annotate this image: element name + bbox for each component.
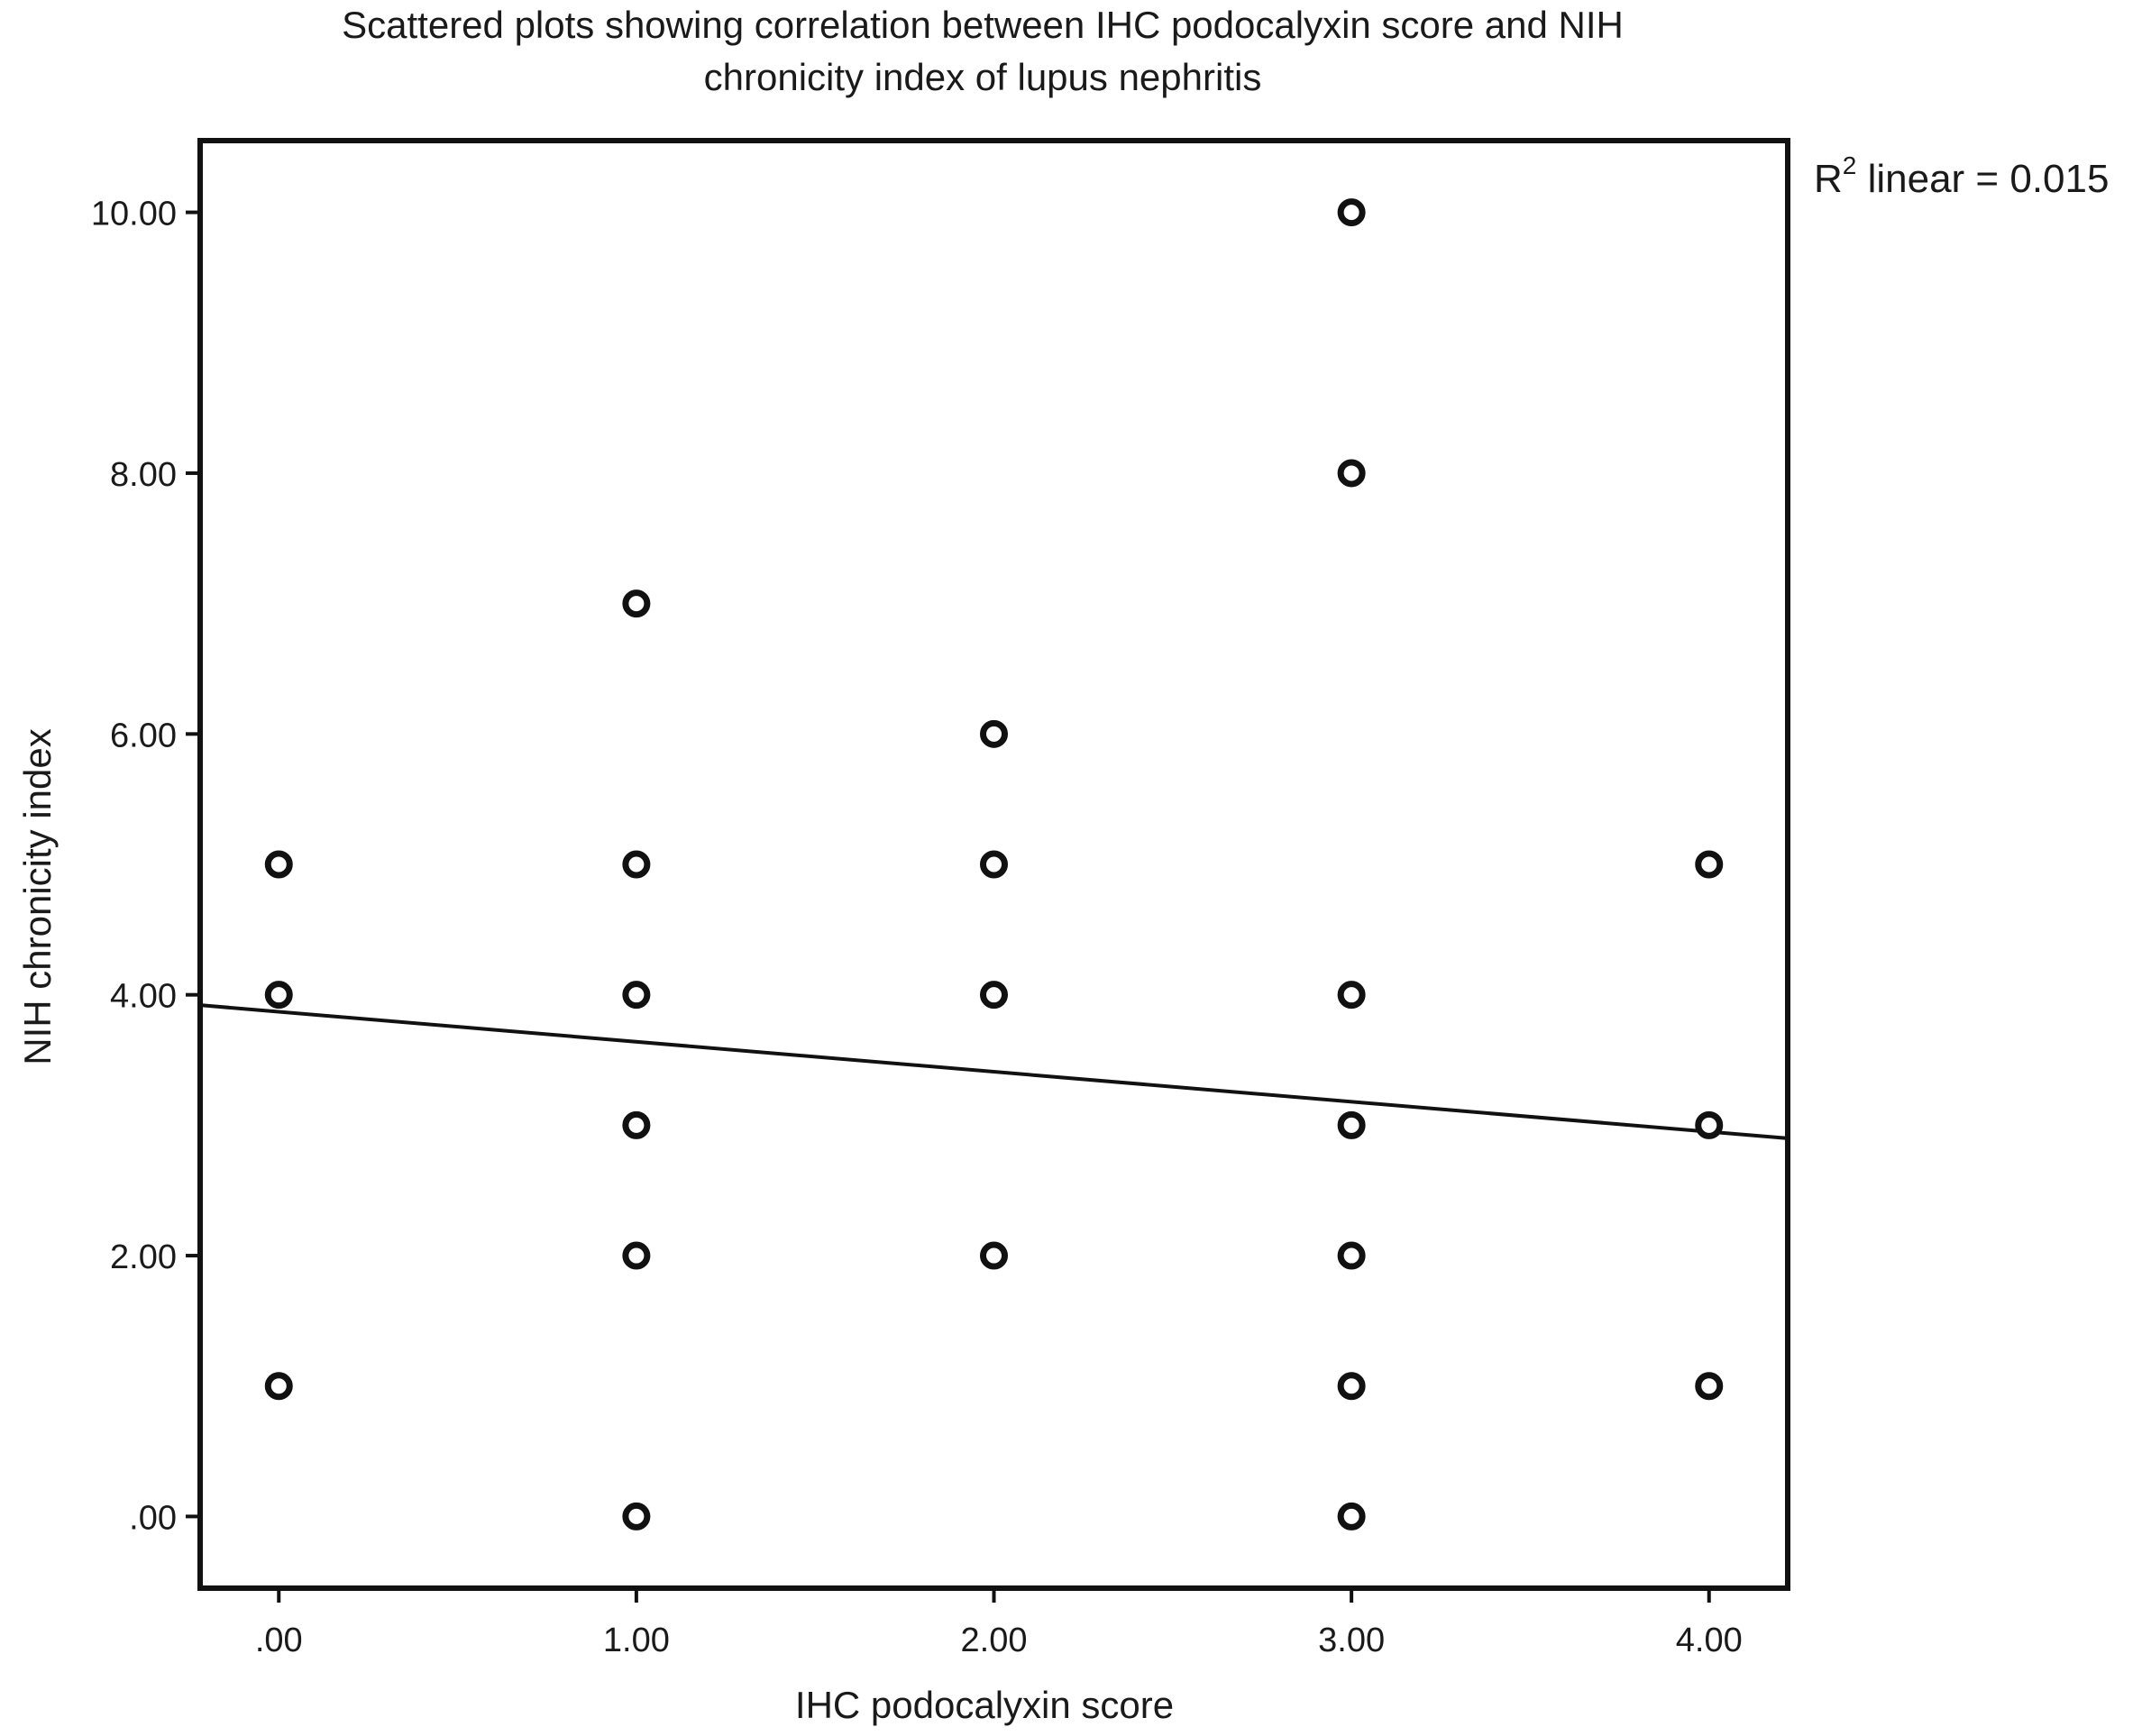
data-point: [622, 850, 651, 879]
r-squared-prefix: R: [1814, 157, 1843, 201]
data-point: [1337, 1502, 1366, 1530]
data-point: [622, 1110, 651, 1139]
r-squared-annotation: R2 linear = 0.015: [1814, 153, 2110, 202]
x-tick-label: .00: [255, 1622, 303, 1659]
data-point: [1695, 850, 1724, 879]
x-tick-label: 4.00: [1676, 1622, 1743, 1659]
y-tick-label: 6.00: [110, 717, 177, 754]
y-tick-label: .00: [129, 1499, 177, 1537]
data-point: [1337, 1372, 1366, 1401]
data-point: [1337, 198, 1366, 227]
data-point: [980, 719, 1008, 748]
data-point: [1337, 1110, 1366, 1139]
x-tick-label: 3.00: [1318, 1622, 1385, 1659]
regression-line: [199, 1003, 1789, 1140]
y-axis-title: NIH chronicity index: [16, 728, 59, 1065]
data-point: [980, 850, 1008, 879]
data-point: [622, 981, 651, 1010]
x-tick-label: 1.00: [603, 1622, 670, 1659]
data-point: [622, 1502, 651, 1530]
data-point: [1695, 1372, 1724, 1401]
data-point: [622, 589, 651, 618]
data-point: [980, 981, 1008, 1010]
y-tick-label: 10.00: [91, 196, 177, 233]
y-tick-label: 8.00: [110, 456, 177, 494]
y-tick-label: 2.00: [110, 1238, 177, 1276]
plot-area: .00 2.00 4.00 6.00 8.00 10.00 .00 1.00 2.00 3.00 4…: [91, 138, 1790, 1659]
data-point: [1695, 1110, 1724, 1139]
r-squared-superscript: 2: [1842, 151, 1857, 179]
chart-title-line-2: chronicity index of lupus nephritis: [703, 56, 1262, 98]
data-point: [1337, 1241, 1366, 1270]
x-tick-label: 2.00: [961, 1622, 1028, 1659]
data-point: [264, 981, 293, 1010]
data-point: [1337, 981, 1366, 1010]
chart-title-line-1: Scattered plots showing correlation betw…: [342, 4, 1624, 46]
data-point: [264, 850, 293, 879]
r-squared-text: linear = 0.015: [1856, 157, 2110, 201]
data-point: [1337, 459, 1366, 488]
data-point: [264, 1372, 293, 1401]
x-axis-title: IHC podocalyxin score: [794, 1684, 1175, 1726]
data-point: [980, 1241, 1008, 1270]
data-point: [622, 1241, 651, 1270]
y-tick-label: 4.00: [110, 978, 177, 1016]
